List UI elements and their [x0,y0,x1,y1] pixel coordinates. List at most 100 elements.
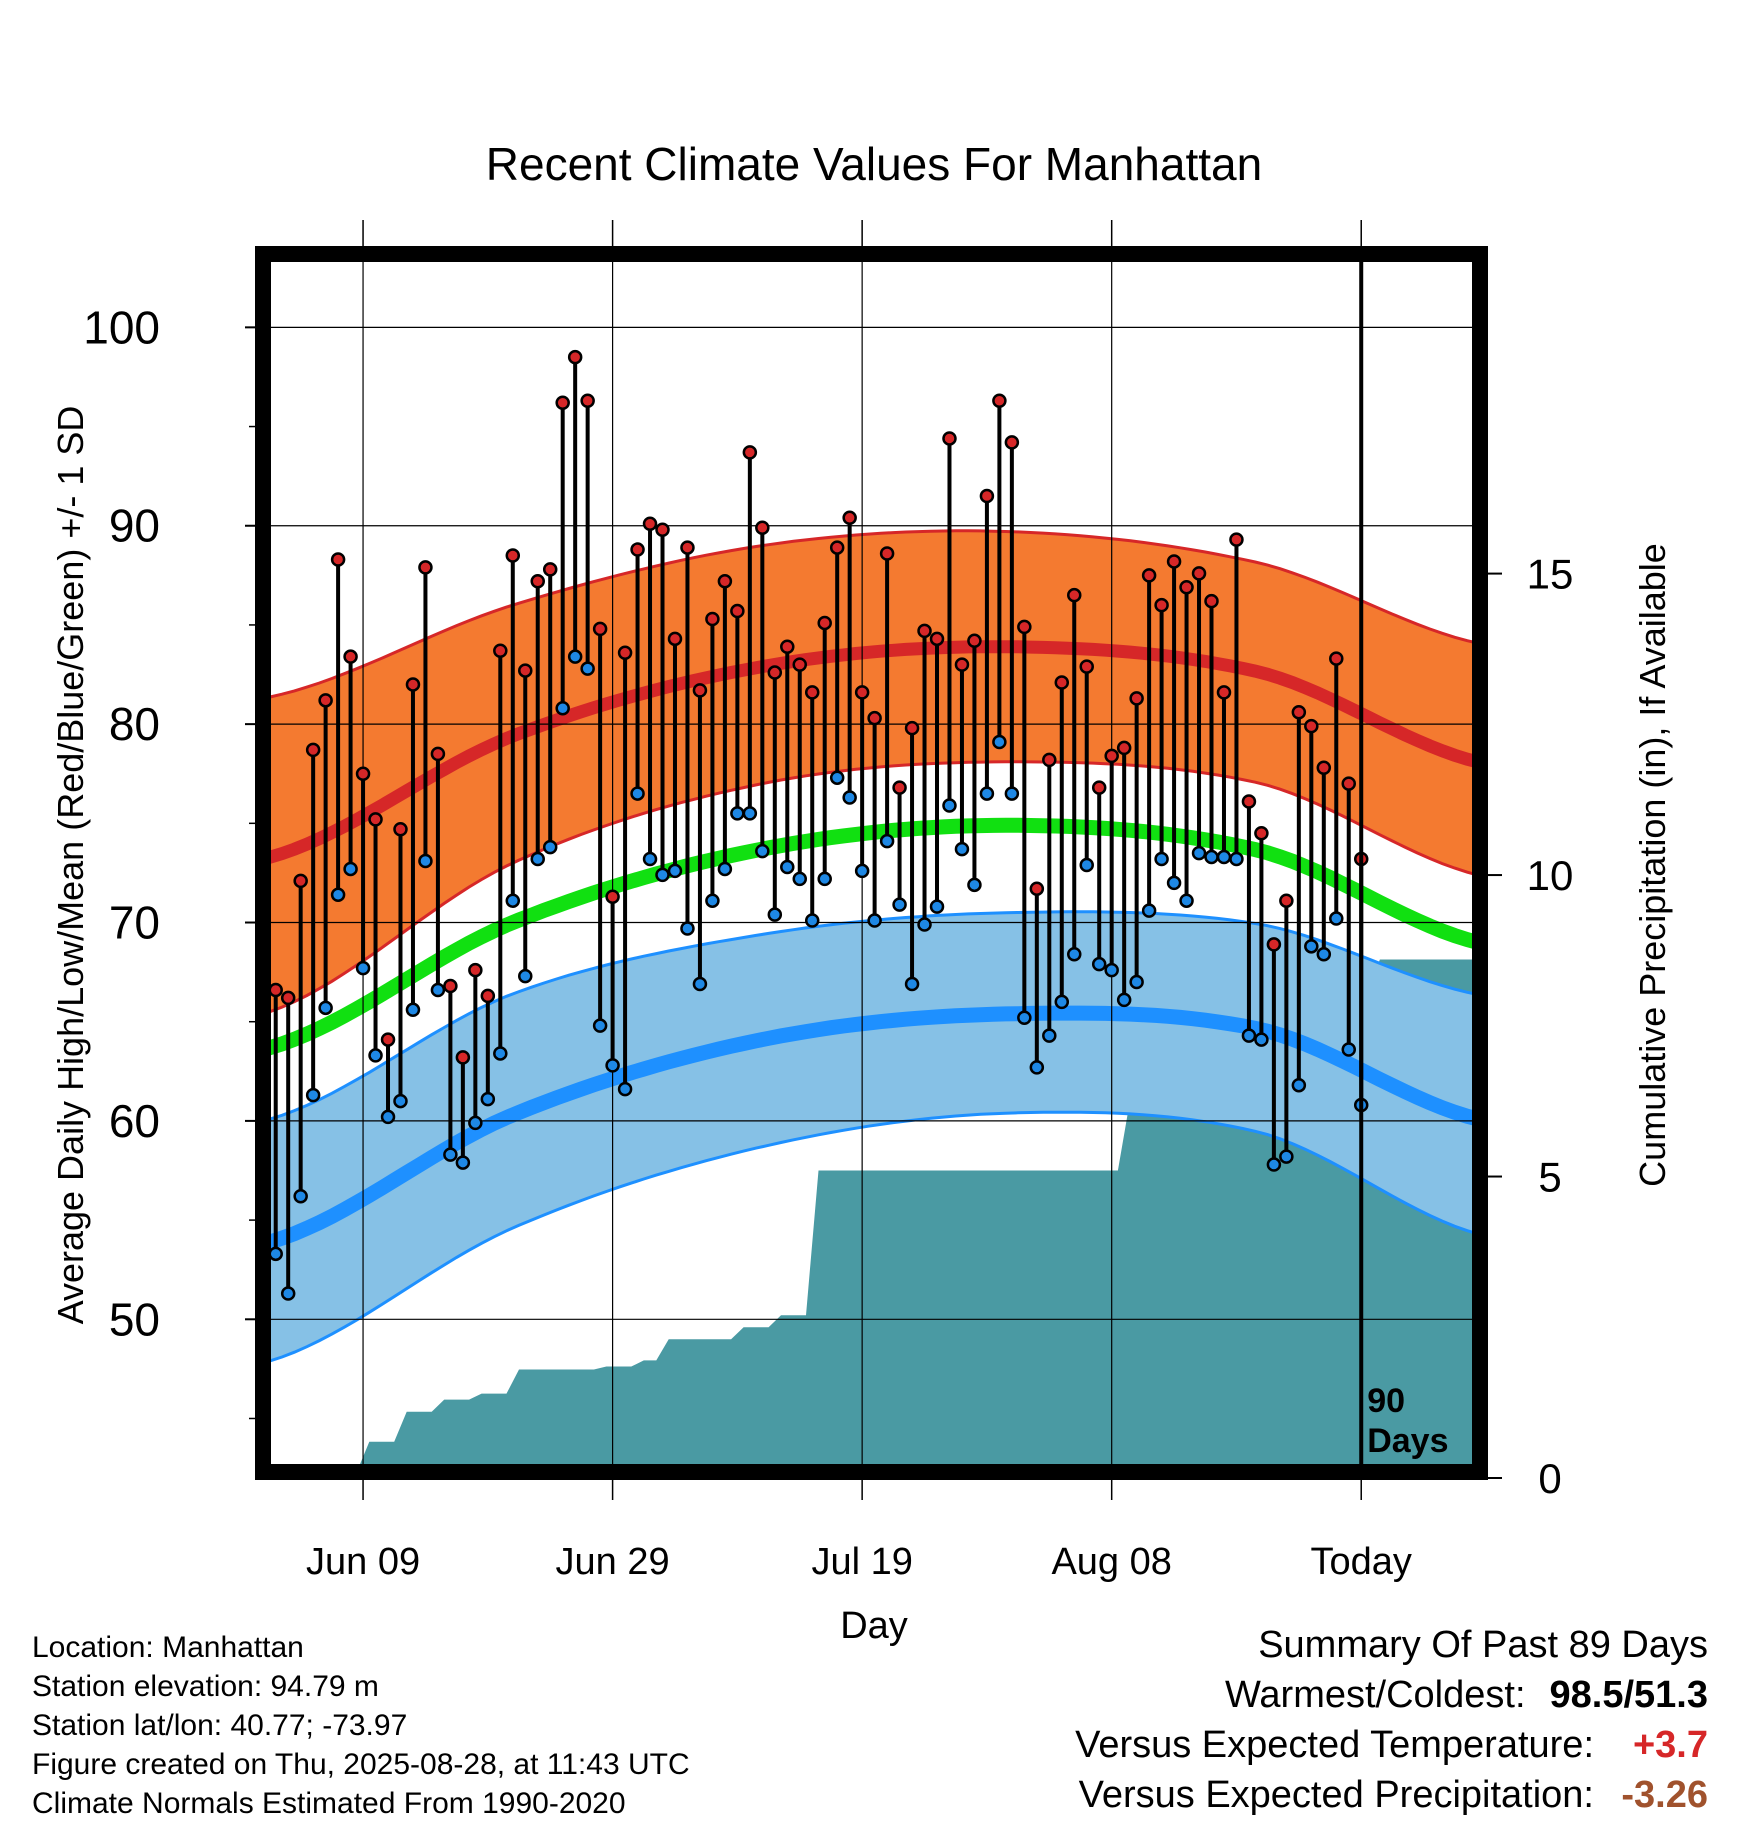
daily-low-point [992,734,1007,750]
daily-high-point [1054,675,1070,690]
daily-low-point [792,871,808,887]
daily-low-point [555,701,570,716]
daily-low-point [1154,851,1169,867]
normals-text: Climate Normals Estimated From 1990-2020 [32,1787,626,1820]
daily-high-point [842,510,857,526]
daily-low-point [542,839,558,855]
daily-high-point [879,546,895,561]
daily-high-point [692,683,708,698]
summary-temp-row: Versus Expected Temperature: +3.7 [1075,1720,1708,1770]
daily-low-point [630,786,645,801]
daily-high-point [380,1032,396,1047]
daily-low-point [904,976,920,992]
low-mean-line [268,1005,1480,1251]
chart-title: Recent Climate Values For Manhattan [486,138,1262,190]
daily-high-point [929,631,945,647]
daily-high-point [268,982,283,998]
daily-low-point [580,661,595,676]
y2-tick-label: 5 [1538,1154,1561,1201]
x-tick-label: Jun 29 [556,1541,670,1583]
daily-low-point [368,1048,383,1063]
daily-high-point [393,822,408,837]
daily-low-point [567,649,583,664]
daily-high-point [443,978,458,994]
daily-low-point [1291,1077,1307,1093]
daily-high-point [892,780,907,795]
daily-low-point [1254,1032,1269,1047]
daily-high-point [742,445,758,460]
daily-low-point [767,907,783,922]
daily-low-point [879,833,895,849]
daily-low-point [717,861,733,877]
daily-high-point [617,645,633,660]
daily-high-point [1141,568,1157,583]
daily-low-point [343,861,358,877]
daily-low-point [829,770,845,785]
temp-value: +3.7 [1632,1724,1708,1766]
daily-low-point [1042,1028,1057,1043]
daily-high-point [305,742,321,758]
daily-low-point [418,853,433,869]
daily-high-point [418,560,433,575]
summary-heading: Summary Of Past 89 Days [1258,1624,1708,1666]
location-text: Location: Manhattan [32,1631,304,1664]
daily-low-point [817,871,832,887]
daily-low-point [655,867,670,883]
daily-low-point [780,859,795,875]
daily-high-point [1191,566,1207,581]
daily-high-point [1129,691,1144,706]
daily-high-point [1291,704,1307,720]
daily-low-point [592,1018,608,1033]
daily-high-point [530,574,545,589]
y-tick-label: 80 [109,698,160,750]
y-tick-label: 70 [109,897,160,949]
daily-low-point [393,1093,408,1109]
daily-high-point [854,685,870,700]
daily-low-point [380,1109,396,1125]
today-marker-label-days-count: 90 [1367,1382,1405,1420]
daily-high-point [567,349,583,365]
daily-low-point [455,1155,471,1170]
daily-low-point [318,1000,333,1016]
daily-low-point [730,806,745,821]
daily-high-point [480,988,496,1004]
daily-high-point [804,685,820,700]
daily-low-point [1029,1060,1045,1075]
daily-high-point [542,562,558,577]
daily-high-point [1229,532,1244,547]
daily-high-point [1079,659,1094,674]
x-tick-label: Aug 08 [1051,1541,1171,1583]
daily-low-point [430,982,446,998]
daily-high-point [1329,651,1344,666]
daily-high-point [1341,776,1357,791]
high-band-lower-edge [268,760,1480,1014]
daily-high-point [1004,435,1020,450]
daily-high-point [667,631,683,647]
daily-high-point [817,615,832,631]
daily-low-point [1116,992,1132,1008]
daily-high-point [1017,619,1032,635]
y-tick-label: 100 [83,301,160,353]
daily-low-point [967,877,982,893]
x-tick-label: Today [1311,1541,1412,1583]
daily-high-point [455,1050,471,1065]
daily-low-point [605,1058,620,1073]
daily-low-point [1104,962,1119,978]
daily-high-point [1241,794,1257,809]
daily-low-point [1054,994,1070,1010]
daily-high-point [1179,579,1194,595]
daily-low-point [1279,1149,1294,1164]
daily-low-point [280,1286,296,1301]
x-tick-label: Jul 19 [811,1541,912,1583]
daily-low-point [1091,956,1107,972]
daily-low-point [1141,903,1157,918]
daily-high-point [293,873,308,889]
daily-low-point [755,843,770,859]
precip-label: Versus Expected Precipitation: [1078,1774,1594,1816]
low-band-lower-edge [268,1110,1480,1364]
daily-high-point [580,393,595,409]
avg-mean-line [268,817,1480,1056]
daily-low-point [642,851,658,867]
daily-high-point [1204,593,1219,609]
daily-low-point [692,976,708,992]
